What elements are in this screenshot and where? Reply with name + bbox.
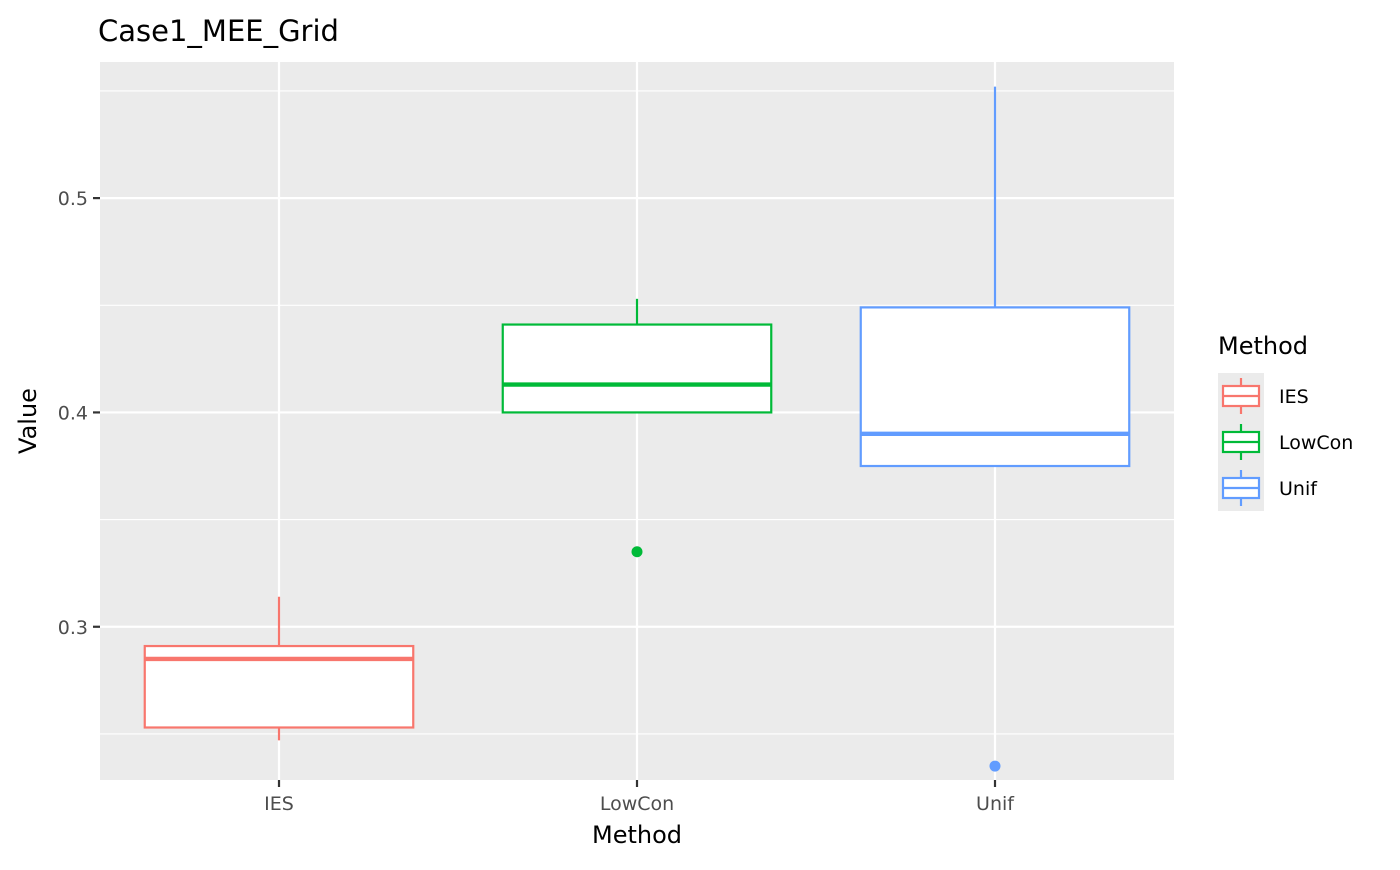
x-tick-label: LowCon xyxy=(600,793,674,815)
x-tick-label: IES xyxy=(264,793,294,815)
legend: Method IES LowCon Unif xyxy=(1218,332,1353,511)
box-lowcon xyxy=(501,298,773,558)
legend-key-unif xyxy=(1218,465,1264,511)
box-ies xyxy=(143,596,415,741)
y-tick-label: 0.4 xyxy=(58,402,88,424)
x-axis: IES LowCon Unif xyxy=(264,780,1015,815)
outlier-point xyxy=(631,546,643,558)
boxes-layer xyxy=(143,86,1131,772)
x-axis-title: Method xyxy=(592,821,682,849)
y-axis-title: Value xyxy=(14,388,42,454)
y-tick-label: 0.5 xyxy=(58,188,88,210)
legend-label: LowCon xyxy=(1279,432,1353,454)
legend-label: Unif xyxy=(1279,478,1318,500)
y-tick-label: 0.3 xyxy=(58,617,88,639)
x-tick-label: Unif xyxy=(976,793,1015,815)
box-body xyxy=(859,306,1131,468)
legend-title: Method xyxy=(1218,332,1308,360)
legend-label: IES xyxy=(1279,386,1309,408)
y-axis: 0.3 0.4 0.5 xyxy=(58,188,100,639)
legend-key-ies xyxy=(1218,373,1264,419)
box-body xyxy=(501,323,773,414)
legend-key-lowcon xyxy=(1218,419,1264,465)
box-unif xyxy=(859,86,1131,772)
chart-title: Case1_MEE_Grid xyxy=(98,14,339,48)
outlier-point xyxy=(989,760,1001,772)
